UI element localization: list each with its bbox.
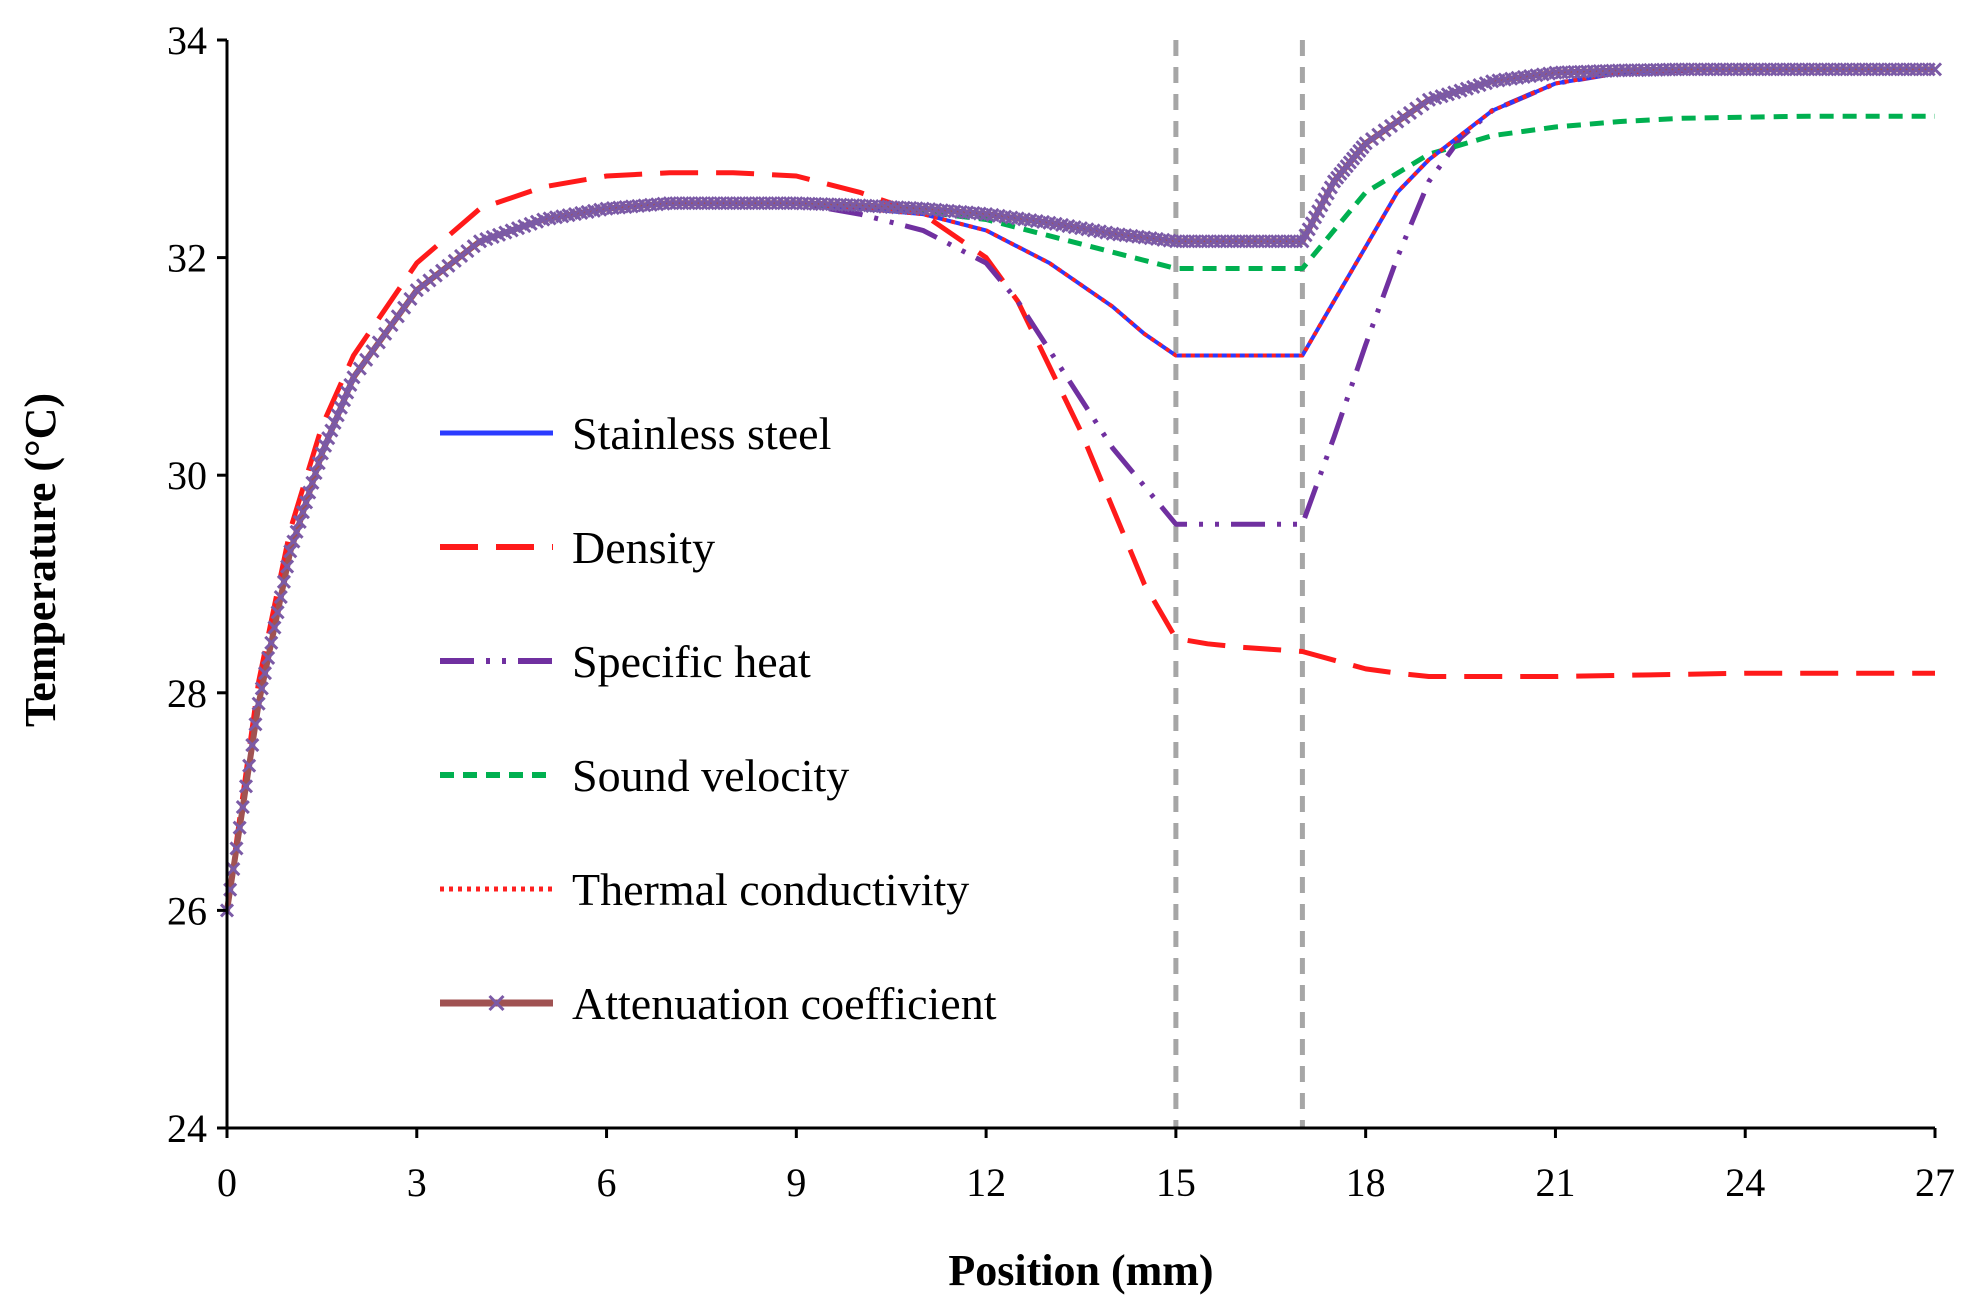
data-point-marker <box>257 666 273 681</box>
legend-label-stainless-steel: Stainless steel <box>572 408 831 459</box>
tick-labels: 0 3 6 9 12 15 18 21 24 27 24 26 28 30 32 34 <box>167 18 1955 1205</box>
data-point-marker <box>397 300 412 315</box>
x-tick-label: 9 <box>786 1160 806 1205</box>
data-point-marker <box>324 423 339 438</box>
data-point-marker <box>261 650 276 666</box>
series-line-specific-heat <box>224 66 1935 911</box>
data-point-marker <box>317 438 333 453</box>
data-point-marker <box>336 393 352 408</box>
series-line-stainless-steel <box>225 67 1935 911</box>
data-point-marker <box>276 574 291 589</box>
y-tick-label: 24 <box>167 1106 207 1151</box>
data-point-marker <box>299 495 314 510</box>
data-point-marker <box>292 514 307 530</box>
x-tick-label: 12 <box>966 1160 1006 1205</box>
data-point-marker <box>295 505 310 520</box>
series-layer <box>219 62 1943 918</box>
data-point-marker <box>321 431 336 446</box>
data-point-marker <box>384 317 399 333</box>
data-point-marker <box>314 446 329 461</box>
data-point-marker <box>286 534 301 549</box>
x-tick-label: 21 <box>1535 1160 1575 1205</box>
data-point-marker <box>346 370 361 385</box>
y-tick-label: 28 <box>167 671 207 716</box>
y-tick-label: 34 <box>167 18 207 63</box>
x-tick-label: 0 <box>217 1160 237 1205</box>
x-tick-label: 18 <box>1346 1160 1386 1205</box>
data-point-marker <box>251 696 266 711</box>
data-point-marker <box>305 475 320 490</box>
data-point-marker <box>267 620 282 635</box>
legend-marker <box>488 994 505 1012</box>
data-point-marker <box>311 456 326 471</box>
x-tick-label: 24 <box>1725 1160 1765 1205</box>
data-point-marker <box>352 361 367 376</box>
legend: Stainless steel Density Specific heat Sound… <box>440 408 997 1029</box>
data-point-marker <box>273 589 288 605</box>
data-point-marker <box>403 291 418 307</box>
data-point-marker <box>327 415 342 431</box>
data-point-marker <box>302 485 317 500</box>
data-point-marker <box>343 377 358 392</box>
x-tick-label: 6 <box>597 1160 617 1205</box>
data-point-marker <box>232 820 247 835</box>
series-markers-attenuation-coefficient <box>219 62 1943 918</box>
x-tick-label: 3 <box>407 1160 427 1205</box>
data-point-marker <box>283 544 298 559</box>
data-point-marker <box>242 758 257 773</box>
x-axis-title: Position (mm) <box>948 1246 1213 1295</box>
y-tick-label: 30 <box>167 453 207 498</box>
x-tick-label: 15 <box>1156 1160 1196 1205</box>
data-point-marker <box>359 352 374 367</box>
data-point-marker <box>340 385 355 400</box>
data-point-marker <box>308 465 323 481</box>
data-point-marker <box>226 861 241 877</box>
legend-label-attenuation-coefficient: Attenuation coefficient <box>572 978 997 1029</box>
data-point-marker <box>289 524 304 539</box>
axes <box>225 40 1935 1130</box>
data-point-marker <box>280 559 295 574</box>
data-point-marker <box>238 779 254 794</box>
legend-label-sound-velocity: Sound velocity <box>572 750 849 801</box>
data-point-marker <box>365 344 380 359</box>
data-point-marker <box>264 635 279 650</box>
data-point-marker <box>371 335 386 350</box>
legend-label-specific-heat: Specific heat <box>572 636 811 687</box>
x-tick-label: 27 <box>1915 1160 1955 1205</box>
legend-label-thermal-conductivity: Thermal conductivity <box>572 864 969 915</box>
data-point-marker <box>248 717 263 732</box>
series-line-thermal-conductivity <box>225 67 1935 911</box>
data-point-marker <box>235 799 250 815</box>
y-tick-label: 26 <box>167 888 207 933</box>
data-point-marker <box>1927 62 1943 77</box>
series-line-density <box>224 170 1935 911</box>
data-point-marker <box>229 841 244 856</box>
y-axis-title: Temperature (°C) <box>16 393 65 727</box>
data-point-marker <box>330 408 345 423</box>
data-point-marker <box>270 605 285 620</box>
data-point-marker <box>254 681 269 696</box>
series-line-attenuation-coefficient <box>224 66 1935 911</box>
data-point-marker <box>245 737 260 753</box>
y-tick-label: 32 <box>167 236 207 281</box>
reference-lines <box>1173 40 1305 1128</box>
legend-label-density: Density <box>572 522 715 573</box>
data-point-marker <box>378 326 393 341</box>
data-point-marker <box>390 309 405 324</box>
data-point-marker <box>333 400 348 415</box>
